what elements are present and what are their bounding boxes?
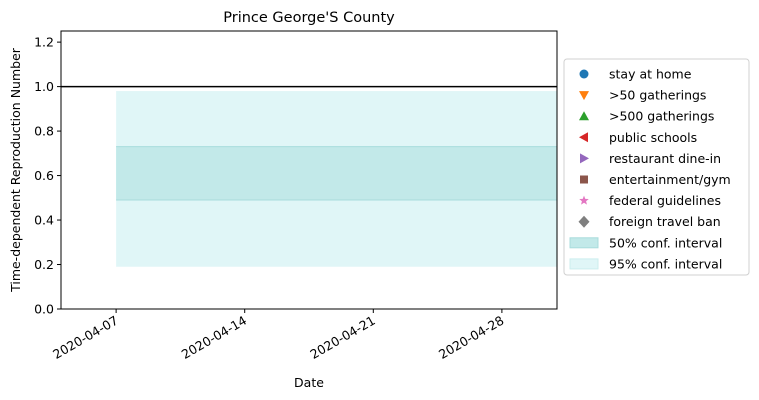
y-tick-label: 1.2 xyxy=(34,35,54,50)
chart-title: Prince George'S County xyxy=(223,10,395,26)
legend-label: 50% conf. interval xyxy=(609,235,722,250)
legend-label: federal guidelines xyxy=(609,193,721,208)
legend-marker-star xyxy=(579,195,589,205)
legend-marker-square xyxy=(580,175,588,184)
legend-label: stay at home xyxy=(609,67,692,82)
x-tick-label: 2020-04-21 xyxy=(307,313,377,362)
y-tick-label: 0.0 xyxy=(34,302,54,317)
legend-marker-diamond xyxy=(578,215,590,228)
legend: stay at home >50 gatherings >500 gathering… xyxy=(563,58,750,276)
legend-label: >50 gatherings xyxy=(609,88,706,103)
y-tick-label: 0.4 xyxy=(34,213,54,228)
legend-box xyxy=(563,58,750,276)
legend-marker-circle xyxy=(579,69,589,79)
plot-frame xyxy=(60,30,558,310)
x-axis-label: Date xyxy=(294,375,324,390)
legend-marker-patch xyxy=(569,237,599,249)
y-tick-label: 0.2 xyxy=(34,257,54,272)
y-tick-label: 1.0 xyxy=(34,79,54,94)
legend-marker-patch xyxy=(569,258,599,270)
x-tick-label: 2020-04-28 xyxy=(436,313,506,362)
legend-label: >500 gatherings xyxy=(609,109,714,124)
legend-label: restaurant dine-in xyxy=(609,151,721,166)
legend-label: entertainment/gym xyxy=(609,172,731,187)
x-tick-label: 2020-04-07 xyxy=(50,313,120,362)
legend-marker-triangle-right xyxy=(580,153,589,164)
band-50-ci xyxy=(116,146,557,201)
y-axis-label: Time-dependent Reproduction Number xyxy=(8,47,23,293)
plot-area: 0.0 0.2 0.4 0.6 0.8 1.0 1.2 2020-04-07 2020-04-1… xyxy=(34,30,558,362)
legend-label: foreign travel ban xyxy=(609,214,721,229)
x-tick-label: 2020-04-14 xyxy=(179,313,249,362)
y-tick-label: 0.8 xyxy=(34,124,54,139)
legend-marker-triangle-left xyxy=(579,132,588,143)
legend-marker-triangle-down xyxy=(579,91,589,101)
y-tick-label: 0.6 xyxy=(34,168,54,183)
legend-marker-triangle-up xyxy=(579,111,589,121)
legend-label: 95% conf. interval xyxy=(609,256,722,271)
legend-label: public schools xyxy=(609,130,697,145)
